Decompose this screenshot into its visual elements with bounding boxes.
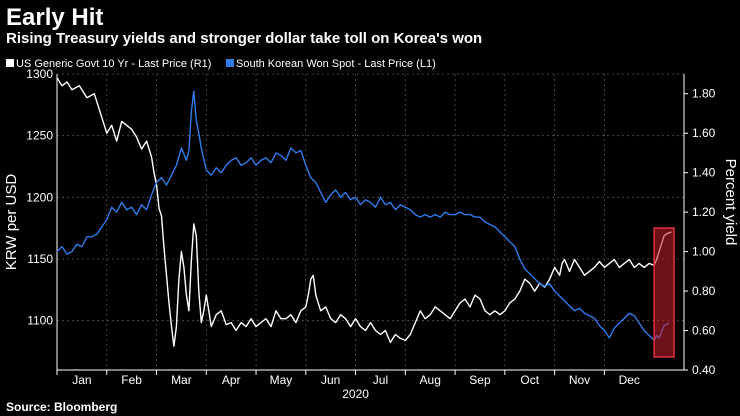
left-axis-label: KRW per USD [3,174,20,271]
right-tick-label: 0.80 [692,284,716,298]
x-tick-label: Jan [72,373,91,387]
chart-title: Early Hit [6,4,104,31]
chart-subtitle: Rising Treasury yields and stronger doll… [6,30,483,47]
legend-label-us10y: US Generic Govt 10 Yr - Last Price (R1) [16,58,211,70]
left-tick-label: 1100 [27,314,53,328]
right-tick-label: 1.80 [692,87,716,101]
x-tick-label: Sep [469,373,491,387]
x-tick-label: Oct [520,373,539,387]
x-tick-label: May [270,373,293,387]
x-axis-label: 2020 [342,387,369,401]
right-tick-label: 1.40 [692,166,716,180]
legend-swatch-us10y [6,59,14,67]
x-tick-label: Apr [222,373,241,387]
x-tick-label: Feb [121,373,142,387]
left-tick-label: 1300 [26,67,53,81]
right-tick-label: 0.60 [692,324,716,338]
x-tick-label: Jul [373,373,388,387]
right-axis-label: Percent yield [722,159,739,246]
left-tick-label: 1200 [26,190,53,204]
series-krw-line [56,90,670,342]
x-tick-label: Aug [420,373,441,387]
x-tick-label: Mar [171,373,192,387]
axes: 1100 1150 1200 1250 1300 0.40 0.60 0.80 1.00 1.20… [26,67,715,387]
x-tick-label: Dec [619,373,640,387]
right-tick-label: 1.60 [692,126,716,140]
series-us10y-line [56,77,672,347]
left-tick-label: 1150 [27,252,53,266]
right-tick-label: 1.00 [692,245,716,259]
left-tick-label: 1250 [26,129,53,143]
highlight-box [653,227,675,358]
series-lines [56,77,672,347]
legend-label-krw: South Korean Won Spot - Last Price (L1) [236,58,436,70]
source-note: Source: Bloomberg [6,400,118,414]
x-tick-label: Nov [569,373,590,387]
right-tick-label: 0.40 [692,363,716,377]
legend: US Generic Govt 10 Yr - Last Price (R1) … [6,58,436,70]
right-tick-label: 1.20 [692,205,716,219]
legend-swatch-krw [226,59,234,67]
x-tick-label: Jun [321,373,340,387]
gridlines [56,73,684,370]
